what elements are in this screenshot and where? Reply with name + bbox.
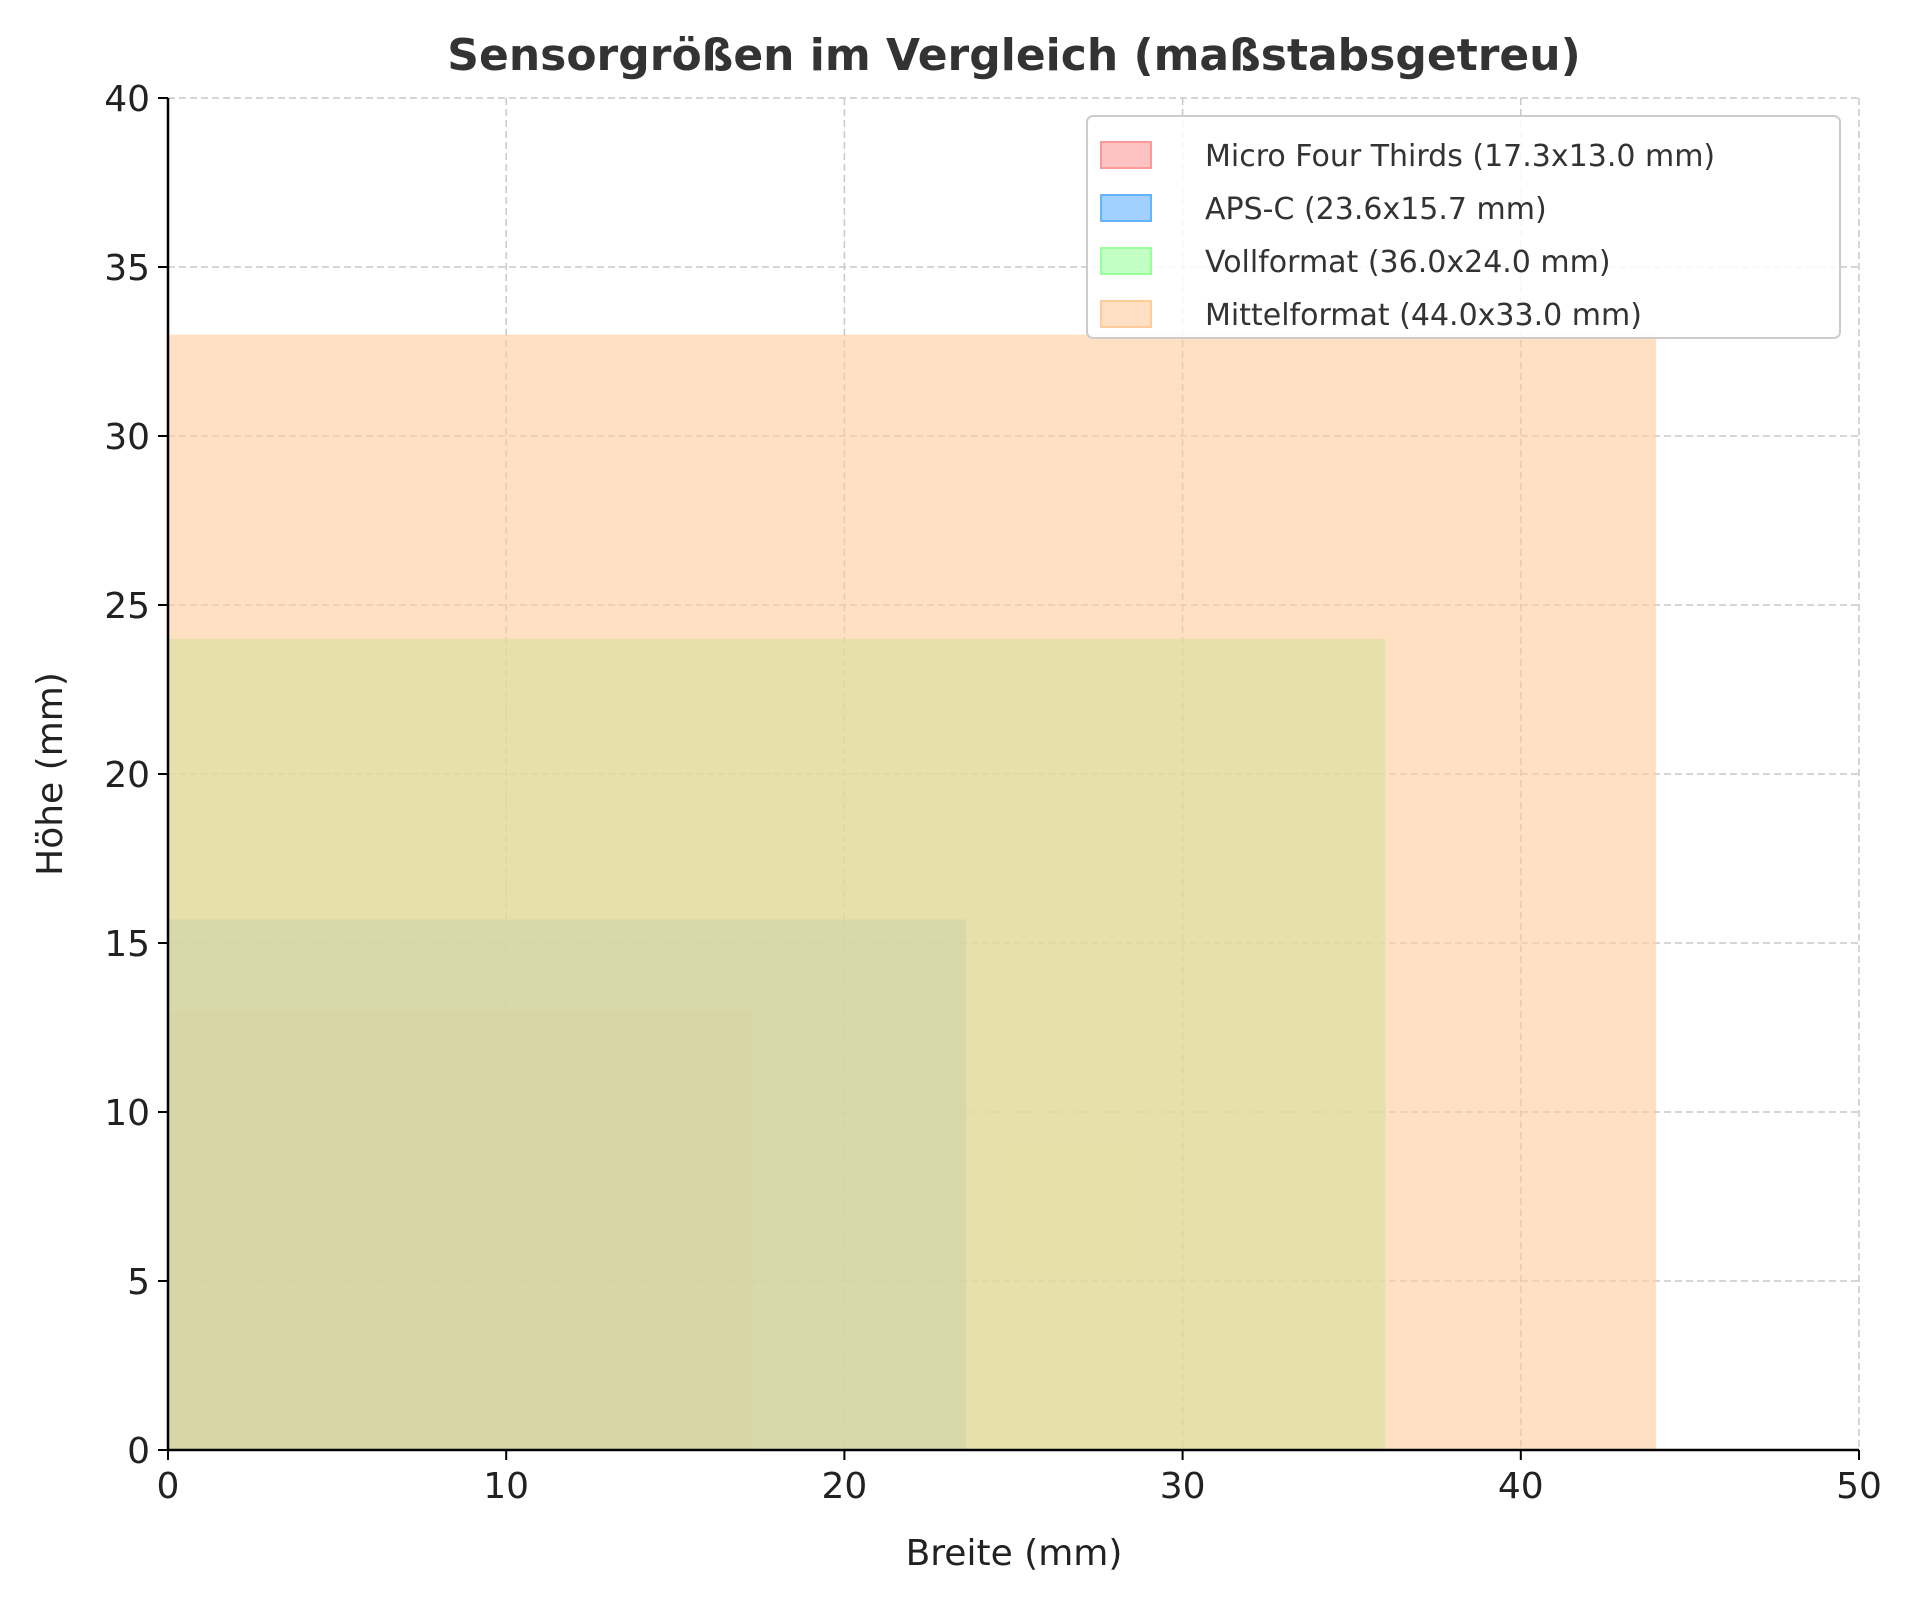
- y-tick-label: 0: [127, 1431, 150, 1472]
- legend: Micro Four Thirds (17.3x13.0 mm) APS-C (2…: [1086, 115, 1841, 339]
- legend-label: APS-C (23.6x15.7 mm): [1205, 192, 1547, 227]
- legend-box: [1086, 115, 1841, 339]
- x-axis-label: Breite (mm): [906, 1533, 1123, 1574]
- y-tick-label: 5: [127, 1262, 150, 1303]
- x-tick-label: 10: [483, 1466, 529, 1507]
- y-tick-label: 15: [104, 924, 150, 965]
- y-tick-label: 10: [104, 1093, 150, 1134]
- x-tick-label: 30: [1160, 1466, 1206, 1507]
- y-tick-label: 40: [104, 79, 150, 120]
- axes: 0 10 20 30 40 50 0 5 10 15 20 25 30 35 40: [104, 79, 1882, 1507]
- x-tick-label: 50: [1836, 1466, 1882, 1507]
- y-tick-label: 20: [104, 755, 150, 796]
- legend-swatch: [1100, 247, 1152, 275]
- sensor-rectangles: [168, 334, 1657, 1451]
- sensor-rect: [168, 334, 1657, 1451]
- y-axis-label: Höhe (mm): [30, 672, 71, 876]
- y-tick-label: 25: [104, 586, 150, 627]
- y-tick-label: 35: [104, 248, 150, 289]
- x-tick-label: 40: [1498, 1466, 1544, 1507]
- legend-swatch: [1100, 194, 1152, 222]
- x-tick-label: 20: [821, 1466, 867, 1507]
- x-tick-label: 0: [157, 1466, 180, 1507]
- legend-swatch: [1100, 141, 1152, 169]
- legend-label: Mittelformat (44.0x33.0 mm): [1205, 298, 1642, 333]
- y-tick-label: 30: [104, 417, 150, 458]
- chart-title: Sensorgrößen im Vergleich (maßstabsgetre…: [447, 30, 1580, 81]
- legend-label: Vollformat (36.0x24.0 mm): [1205, 245, 1611, 280]
- legend-swatch: [1100, 300, 1152, 328]
- legend-label: Micro Four Thirds (17.3x13.0 mm): [1205, 139, 1715, 174]
